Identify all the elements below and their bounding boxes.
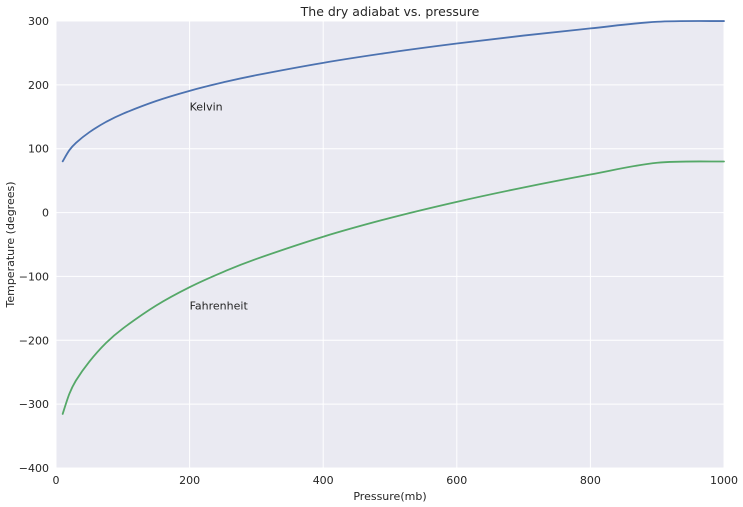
annotations: Kelvin Fahrenheit [190,100,249,312]
x-tick-label: 600 [446,474,467,487]
x-tick-label: 0 [53,474,60,487]
annotation-1: Fahrenheit [190,300,249,313]
y-tick-labels: −400 −300 −200 −100 0 100 200 300 [19,15,49,475]
y-tick-label: 300 [28,15,49,28]
plot-area [56,21,724,468]
y-tick-label: −100 [19,270,49,283]
series-line-0 [61,20,725,163]
y-tick-label: −300 [19,398,49,411]
series-line-1 [61,160,725,415]
y-tick-label: 100 [28,143,49,156]
x-tick-label: 400 [313,474,334,487]
series-group [61,20,725,415]
x-tick-label: 1000 [710,474,738,487]
y-tick-label: 0 [42,207,49,220]
gridlines [55,20,725,469]
chart-title: The dry adiabat vs. pressure [300,4,480,19]
y-tick-label: −400 [19,462,49,475]
x-tick-labels: 0 200 400 600 800 1000 [53,474,739,487]
x-tick-label: 800 [580,474,601,487]
y-tick-label: 200 [28,79,49,92]
y-axis-label: Temperature (degrees) [4,181,17,308]
annotation-0: Kelvin [190,100,223,113]
x-tick-label: 200 [179,474,200,487]
x-axis-label: Pressure(mb) [353,490,426,503]
y-tick-label: −200 [19,334,49,347]
